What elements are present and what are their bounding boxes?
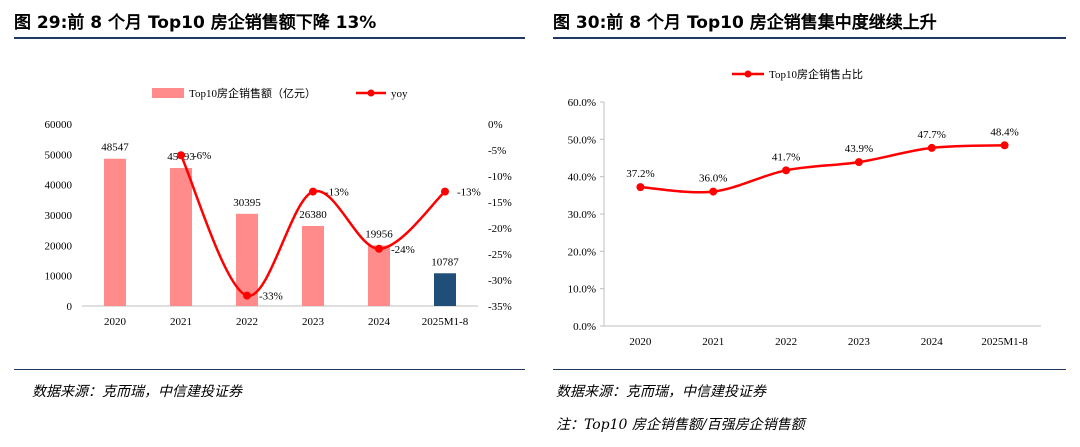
y-tick-label: 40000 xyxy=(45,180,73,192)
x-tick-label: 2024 xyxy=(921,336,944,348)
right-chart: 0.0% 10.0% 20.0% 30.0% 40.0% 50.0% 60.0% 2020 20… xyxy=(568,67,1041,348)
y-tick-label: 50000 xyxy=(45,149,73,161)
y-tick-label: 30000 xyxy=(45,210,73,222)
yoy-marker xyxy=(441,187,449,196)
x-tick-label: 2023 xyxy=(302,316,325,328)
legend-share-marker xyxy=(744,70,752,78)
y2-tick-label: -30% xyxy=(488,275,512,287)
yoy-value-label: -33% xyxy=(259,291,283,303)
y-tick-label: 50.0% xyxy=(568,134,596,146)
y2-tick-label: -10% xyxy=(488,171,512,183)
x-tick-label: 2022 xyxy=(775,336,797,348)
y-tick-label: 20000 xyxy=(45,240,73,252)
legend-bar-swatch xyxy=(152,88,184,98)
y-tick-label: 0 xyxy=(67,301,73,313)
share-marker xyxy=(854,158,863,167)
yoy-value-label: -24% xyxy=(391,244,415,256)
yoy-value-label: -6% xyxy=(193,150,211,162)
yoy-marker xyxy=(177,151,185,160)
right-chart-note: 注：Top10 房企销售额/百强房企销售额 xyxy=(556,417,805,433)
bar xyxy=(104,158,126,306)
share-marker xyxy=(636,183,645,192)
left-chart: 0 10000 20000 30000 40000 50000 60000 -35% -30% -… xyxy=(45,86,512,328)
right-title-rule xyxy=(553,37,1066,39)
legend-yoy-label: yoy xyxy=(391,88,408,100)
x-tick-label: 2021 xyxy=(170,316,192,328)
y2-tick-label: -20% xyxy=(488,223,512,235)
share-marker xyxy=(927,143,936,152)
y-tick-label: 10000 xyxy=(45,271,73,283)
bar-value-label: 19956 xyxy=(365,228,393,240)
share-value-label: 48.4% xyxy=(990,126,1018,138)
share-marker xyxy=(1000,141,1009,150)
y-tick-label: 0.0% xyxy=(573,321,596,333)
share-value-label: 41.7% xyxy=(772,151,800,163)
bar-value-label: 48547 xyxy=(101,142,129,154)
y-tick-label: 60.0% xyxy=(568,97,596,109)
x-tick-label: 2025M1-8 xyxy=(981,336,1028,348)
y-tick-label: 10.0% xyxy=(568,284,596,296)
bar xyxy=(434,273,456,306)
legend-share-label: Top10房企销售占比 xyxy=(769,67,863,81)
share-value-label: 43.9% xyxy=(845,143,873,155)
yoy-line xyxy=(179,154,446,297)
bar xyxy=(236,213,258,306)
left-source-rule xyxy=(14,369,525,370)
y-tick-label: 40.0% xyxy=(568,172,596,184)
x-tick-label: 2024 xyxy=(368,316,391,328)
y2-tick-label: -25% xyxy=(488,249,512,261)
y-tick-label: 60000 xyxy=(45,119,73,131)
bar-value-label: 10787 xyxy=(431,256,459,268)
right-chart-title: 图 30:前 8 个月 Top10 房企销售集中度继续上升 xyxy=(553,13,937,33)
left-data-source: 数据来源：克而瑞，中信建投证券 xyxy=(32,384,242,400)
x-tick-label: 2023 xyxy=(848,336,871,348)
bar xyxy=(170,168,192,306)
y2-tick-label: -15% xyxy=(488,197,512,209)
yoy-value-label: -13% xyxy=(457,187,481,199)
share-marker xyxy=(709,187,718,196)
legend-yoy-marker xyxy=(367,89,375,97)
y2-tick-label: -35% xyxy=(488,301,512,313)
x-tick-label: 2021 xyxy=(702,336,724,348)
y2-tick-label: -5% xyxy=(488,145,506,157)
x-tick-label: 2020 xyxy=(104,316,127,328)
share-line xyxy=(640,144,1005,194)
y-tick-label: 20.0% xyxy=(568,246,596,258)
right-source-rule xyxy=(553,369,1066,370)
x-tick-label: 2025M1-8 xyxy=(422,316,469,328)
bar-value-label: 26380 xyxy=(299,209,327,221)
x-tick-label: 2020 xyxy=(629,336,652,348)
left-title-rule xyxy=(14,37,525,39)
share-value-label: 36.0% xyxy=(699,173,727,185)
share-value-label: 37.2% xyxy=(626,168,654,180)
bar-value-label: 30395 xyxy=(233,197,261,209)
y2-tick-label: 0% xyxy=(488,119,503,131)
x-tick-label: 2022 xyxy=(236,316,258,328)
share-value-label: 47.7% xyxy=(918,129,946,141)
yoy-marker xyxy=(243,291,251,300)
y-tick-label: 30.0% xyxy=(568,209,596,221)
share-marker xyxy=(782,166,791,175)
legend-bar-label: Top10房企销售额（亿元） xyxy=(189,86,316,100)
yoy-marker xyxy=(375,244,383,253)
yoy-value-label: -13% xyxy=(325,187,349,199)
left-chart-title: 图 29:前 8 个月 Top10 房企销售额下降 13% xyxy=(14,13,377,33)
bar xyxy=(368,245,390,306)
bar xyxy=(302,225,324,306)
yoy-marker xyxy=(309,187,317,196)
right-data-source: 数据来源：克而瑞，中信建投证券 xyxy=(556,384,766,400)
